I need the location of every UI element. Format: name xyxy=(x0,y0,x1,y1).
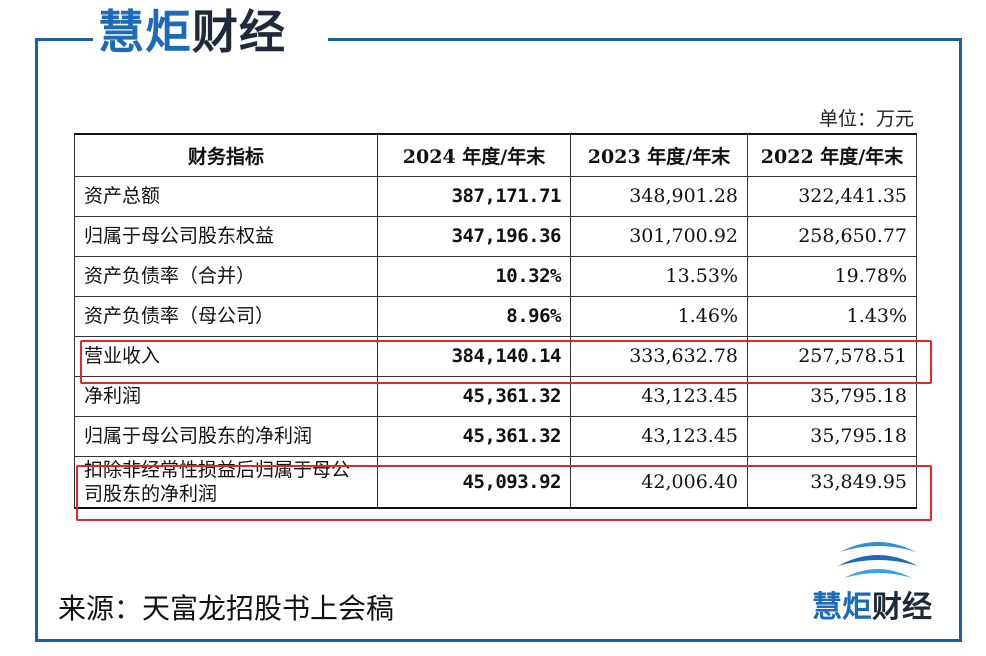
value-2023: 43,123.45 xyxy=(570,415,748,457)
brand-name-dark: 财经 xyxy=(192,5,286,59)
value-2024: 387,171.71 xyxy=(377,175,571,217)
frame-border-top-right xyxy=(328,38,962,41)
highlight-box-adjusted-net-profit xyxy=(76,465,932,521)
value-2024: 45,093.92 xyxy=(377,455,571,509)
row-name: 归属于母公司股东权益 xyxy=(74,215,378,257)
frame-border-left xyxy=(35,38,38,642)
value-2024: 8.96% xyxy=(377,295,571,337)
frame-border-top-left xyxy=(35,38,93,41)
value-2022: 322,441.35 xyxy=(747,175,917,217)
value-2022: 1.43% xyxy=(747,295,917,337)
header-2023: 2023 年度/年末 xyxy=(570,133,748,177)
table-row: 营业收入 384,140.14 333,632.78 257,578.51 xyxy=(74,335,917,377)
row-name: 扣除非经常性损益后归属于母公司股东的净利润 xyxy=(74,455,378,509)
brand-wave-icon xyxy=(838,542,918,578)
brand-name-blue: 慧炬 xyxy=(812,590,872,625)
table-row: 资产总额 387,171.71 348,901.28 322,441.35 xyxy=(74,175,917,217)
table-row: 扣除非经常性损益后归属于母公司股东的净利润 45,093.92 42,006.4… xyxy=(74,455,917,509)
brand-name-blue: 慧炬 xyxy=(98,5,192,59)
value-2023: 301,700.92 xyxy=(570,215,748,257)
value-2022: 257,578.51 xyxy=(747,335,917,377)
frame-border-right xyxy=(959,38,962,642)
header-2024: 2024 年度/年末 xyxy=(377,133,571,177)
brand-name-dark: 财经 xyxy=(872,590,932,625)
row-name: 资产负债率（合并） xyxy=(74,255,378,297)
highlight-box-revenue xyxy=(80,340,932,384)
header-2022: 2022 年度/年末 xyxy=(747,133,917,177)
value-2024: 347,196.36 xyxy=(377,215,571,257)
value-2022: 19.78% xyxy=(747,255,917,297)
value-2023: 13.53% xyxy=(570,255,748,297)
value-2024: 45,361.32 xyxy=(377,415,571,457)
frame-border-bottom xyxy=(35,639,962,642)
brand-logo-bottom: 慧炬财经 xyxy=(812,590,932,626)
table-header-row: 财务指标 2024 年度/年末 2023 年度/年末 2022 年度/年末 xyxy=(74,133,917,177)
value-2023: 1.46% xyxy=(570,295,748,337)
value-2024: 10.32% xyxy=(377,255,571,297)
row-name: 资产负债率（母公司） xyxy=(74,295,378,337)
unit-label: 单位：万元 xyxy=(818,108,914,130)
source-caption: 来源：天富龙招股书上会稿 xyxy=(58,592,395,625)
row-name: 营业收入 xyxy=(74,335,378,377)
value-2024: 384,140.14 xyxy=(377,335,571,377)
value-2022: 258,650.77 xyxy=(747,215,917,257)
table-row: 归属于母公司股东的净利润 45,361.32 43,123.45 35,795.… xyxy=(74,415,917,457)
table-row: 归属于母公司股东权益 347,196.36 301,700.92 258,650… xyxy=(74,215,917,257)
value-2022: 35,795.18 xyxy=(747,415,917,457)
row-name: 资产总额 xyxy=(74,175,378,217)
row-name: 归属于母公司股东的净利润 xyxy=(74,415,378,457)
table-row: 资产负债率（合并） 10.32% 13.53% 19.78% xyxy=(74,255,917,297)
financial-indicators-table: 财务指标 2024 年度/年末 2023 年度/年末 2022 年度/年末 资产… xyxy=(74,133,917,509)
brand-logo-top: 慧炬财经 xyxy=(98,6,323,58)
value-2023: 42,006.40 xyxy=(570,455,748,509)
value-2023: 348,901.28 xyxy=(570,175,748,217)
table-row: 资产负债率（母公司） 8.96% 1.46% 1.43% xyxy=(74,295,917,337)
header-indicator: 财务指标 xyxy=(74,133,378,177)
value-2022: 33,849.95 xyxy=(747,455,917,509)
